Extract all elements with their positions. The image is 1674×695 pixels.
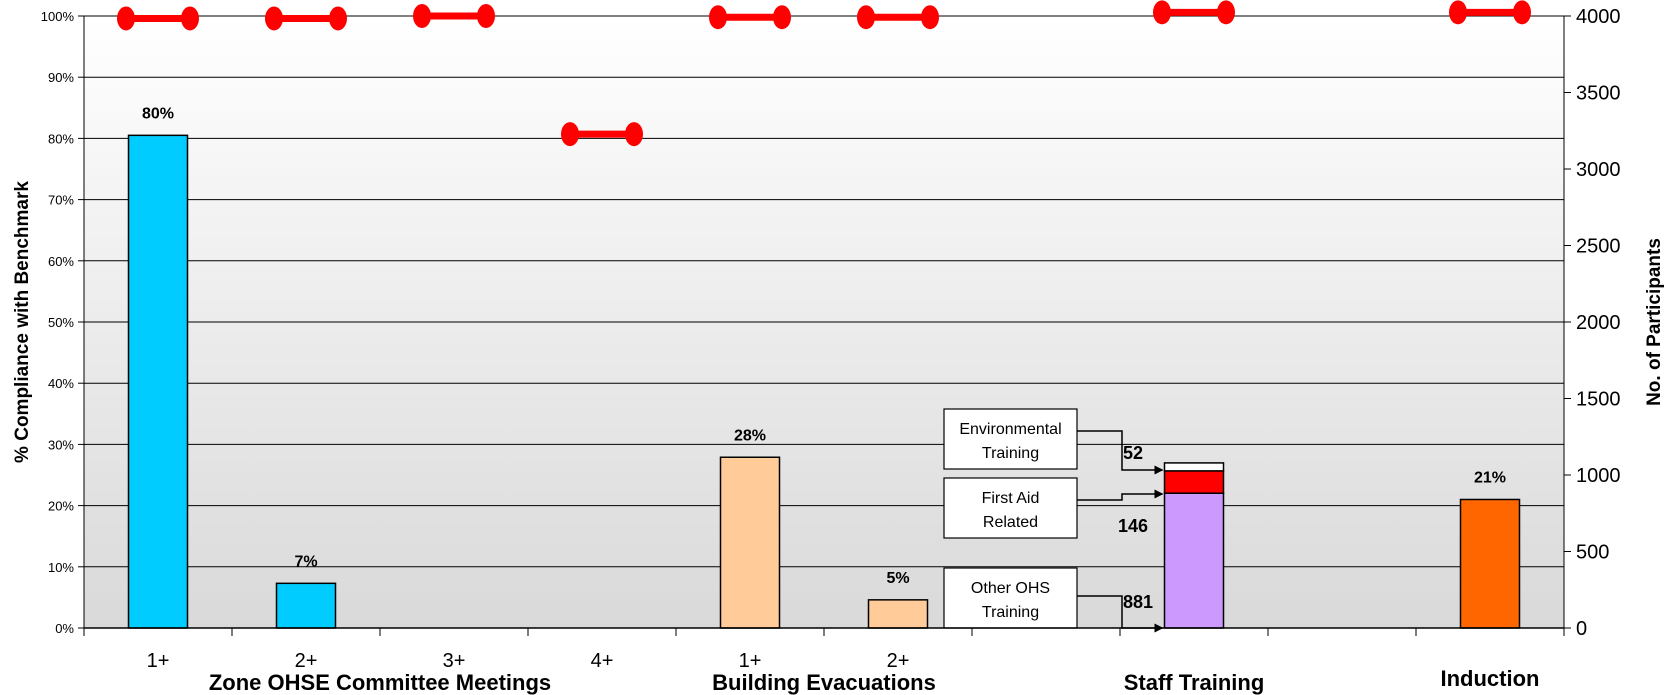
bar-value-label: 21% bbox=[1474, 469, 1506, 486]
benchmark-end bbox=[561, 122, 579, 147]
right-axis-title: No. of Participants bbox=[1644, 238, 1665, 406]
callout-value: 146 bbox=[1118, 516, 1148, 536]
callout-text: Related bbox=[983, 514, 1038, 531]
category-label: 3+ bbox=[443, 650, 466, 672]
bar bbox=[275, 582, 337, 629]
left-tick-label: 60% bbox=[48, 254, 74, 269]
callout-text: Training bbox=[982, 604, 1039, 621]
stacked-callouts: Environmental Training 52 First Aid Related 1… bbox=[943, 408, 1164, 633]
benchmark-end bbox=[1153, 0, 1171, 25]
stacked-segment bbox=[1163, 492, 1225, 629]
benchmark-end bbox=[117, 6, 135, 31]
callout-text: First Aid bbox=[982, 490, 1040, 507]
right-tick-label: 4000 bbox=[1576, 6, 1621, 28]
left-tick-label: 30% bbox=[48, 437, 74, 452]
axes: 0% 10% 20% 30% 40% 50% 60% 70% 80% 90% 100% 0 500 100… bbox=[41, 6, 1621, 695]
left-tick-label: 0% bbox=[55, 621, 74, 636]
benchmark-end bbox=[857, 5, 875, 30]
left-axis-title: % Compliance with Benchmark bbox=[12, 181, 33, 463]
left-tick-label: 90% bbox=[48, 70, 74, 85]
benchmark-markers bbox=[117, 0, 1531, 147]
benchmark-end bbox=[477, 4, 495, 28]
callout-value: 881 bbox=[1123, 592, 1153, 612]
right-tick-label: 1500 bbox=[1576, 389, 1621, 411]
callout-box bbox=[943, 408, 1078, 470]
bars: 80% 7% 28% 5% 21% bbox=[127, 105, 1521, 629]
right-tick-label: 2500 bbox=[1576, 236, 1621, 258]
callout-arrow bbox=[1077, 430, 1164, 475]
bar bbox=[1459, 498, 1521, 629]
right-tick-label: 3000 bbox=[1576, 159, 1621, 181]
bar-value-label: 28% bbox=[734, 427, 766, 444]
benchmark-end bbox=[413, 4, 431, 28]
group-label: Induction bbox=[1441, 666, 1540, 691]
callout-box bbox=[943, 567, 1078, 629]
callout-box bbox=[943, 477, 1078, 539]
category-label: 4+ bbox=[591, 650, 614, 672]
group-label: Staff Training bbox=[1124, 670, 1265, 695]
benchmark-end bbox=[329, 6, 347, 31]
gridlines bbox=[84, 15, 1564, 629]
group-label: Building Evacuations bbox=[712, 670, 936, 695]
benchmark-end bbox=[1217, 0, 1235, 25]
right-tick-label: 2000 bbox=[1576, 312, 1621, 334]
stacked-segment bbox=[1163, 462, 1225, 472]
group-label: Zone OHSE Committee Meetings bbox=[209, 670, 551, 695]
category-label: 2+ bbox=[295, 650, 318, 672]
left-tick-label: 100% bbox=[41, 9, 75, 24]
left-tick-label: 50% bbox=[48, 315, 74, 330]
bar bbox=[867, 599, 929, 629]
right-tick-label: 3500 bbox=[1576, 83, 1621, 105]
left-tick-label: 10% bbox=[48, 560, 74, 575]
right-tick-label: 500 bbox=[1576, 542, 1609, 564]
left-tick-label: 40% bbox=[48, 376, 74, 391]
bar bbox=[127, 134, 189, 629]
callout-text: Other OHS bbox=[971, 580, 1050, 597]
benchmark-end bbox=[1449, 0, 1467, 25]
benchmark-end bbox=[265, 6, 283, 31]
callout-text: Training bbox=[982, 445, 1039, 462]
bar-value-label: 80% bbox=[142, 105, 174, 122]
benchmark-end bbox=[709, 5, 727, 30]
category-label: 1+ bbox=[147, 650, 170, 672]
bar-value-label: 7% bbox=[294, 553, 317, 570]
benchmark-end bbox=[625, 122, 643, 147]
bar bbox=[719, 456, 781, 629]
category-label: 1+ bbox=[739, 650, 762, 672]
right-tick-label: 1000 bbox=[1576, 465, 1621, 487]
callout-arrow bbox=[1077, 489, 1164, 501]
left-tick-label: 70% bbox=[48, 193, 74, 208]
stacked-segment bbox=[1163, 470, 1225, 494]
bar-value-label: 5% bbox=[886, 570, 909, 587]
left-tick-label: 80% bbox=[48, 131, 74, 146]
benchmark-end bbox=[773, 5, 791, 30]
left-tick-label: 20% bbox=[48, 499, 74, 514]
benchmark-end bbox=[1513, 0, 1531, 25]
category-label: 2+ bbox=[887, 650, 910, 672]
right-tick-label: 0 bbox=[1576, 618, 1587, 640]
benchmark-end bbox=[181, 6, 199, 31]
callout-value: 52 bbox=[1123, 443, 1143, 463]
benchmark-end bbox=[921, 5, 939, 30]
callout-text: Environmental bbox=[959, 421, 1061, 438]
